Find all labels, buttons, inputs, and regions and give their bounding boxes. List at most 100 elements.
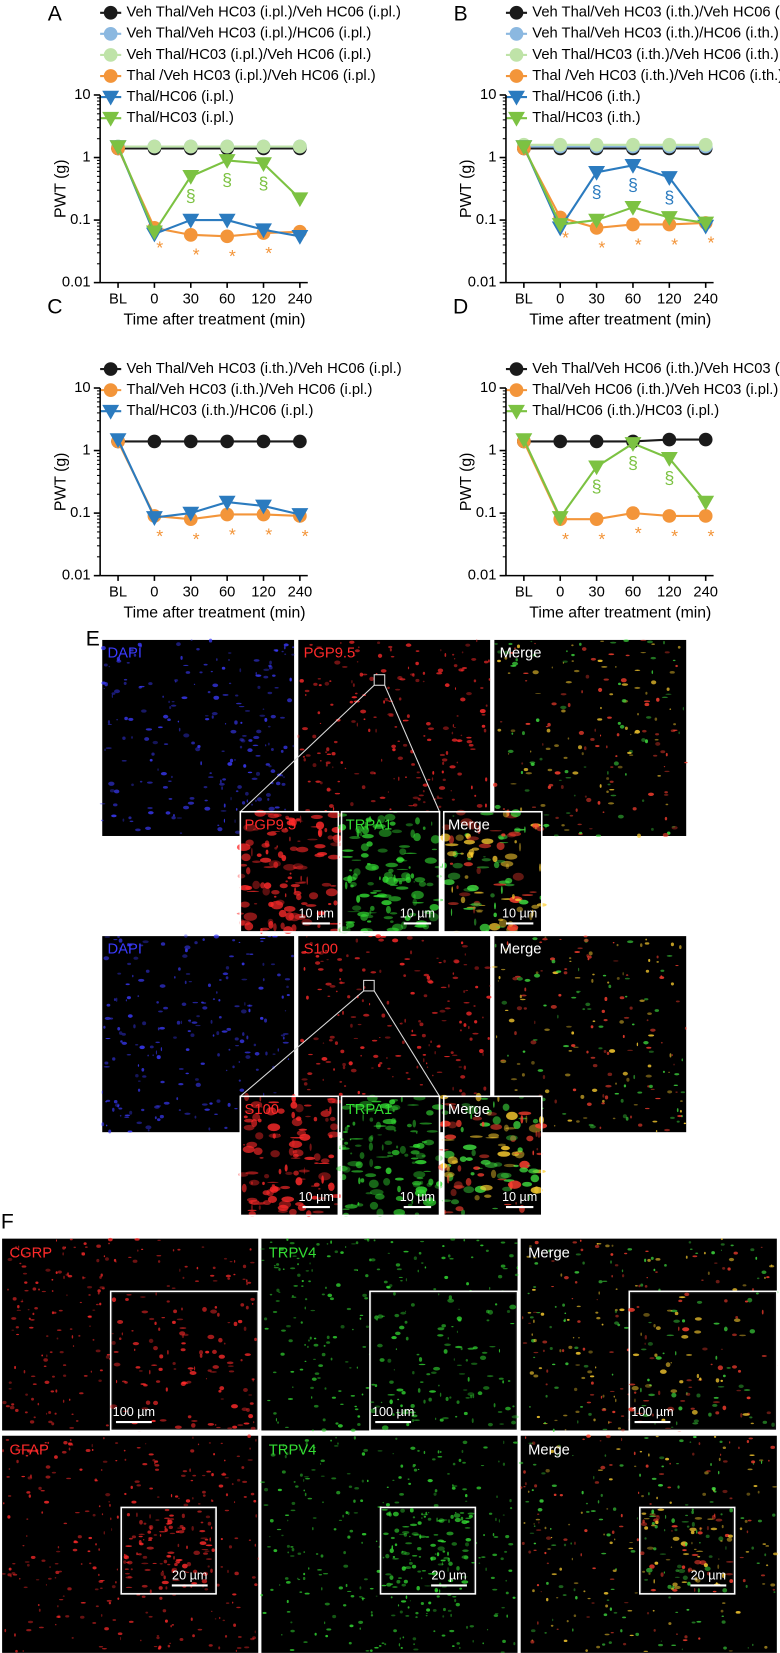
signal-spot <box>21 1265 27 1268</box>
signal-spot <box>332 1336 338 1339</box>
signal-spot <box>140 1248 144 1251</box>
signal-spot <box>185 671 191 674</box>
signal-spot <box>533 973 541 978</box>
signal-spot <box>480 1159 491 1165</box>
signal-spot <box>422 826 426 830</box>
signal-spot <box>370 1135 374 1140</box>
signal-spot <box>651 1413 654 1417</box>
signal-spot <box>575 808 578 812</box>
signal-spot <box>267 691 273 695</box>
signal-spot <box>674 1576 680 1578</box>
signal-spot <box>543 1004 547 1007</box>
signal-spot <box>551 1573 557 1576</box>
signal-spot <box>248 1394 253 1396</box>
signal-spot <box>387 1394 395 1396</box>
signal-spot <box>228 1370 235 1373</box>
signal-spot <box>71 1636 74 1639</box>
signal-spot <box>571 644 574 647</box>
signal-spot <box>446 1531 454 1536</box>
signal-spot <box>140 944 144 947</box>
signal-spot <box>24 1411 28 1414</box>
signal-spot <box>574 1280 578 1284</box>
signal-spot <box>417 1449 420 1452</box>
signal-spot <box>481 858 491 862</box>
signal-spot <box>510 729 516 733</box>
signal-spot <box>717 1470 720 1475</box>
signal-spot <box>645 1464 649 1468</box>
signal-spot <box>446 1175 450 1184</box>
signal-spot <box>578 730 585 735</box>
signal-spot <box>561 709 566 713</box>
signal-spot <box>243 1115 248 1119</box>
signal-spot <box>418 1357 423 1362</box>
data-point <box>698 137 713 152</box>
signal-spot <box>119 947 122 950</box>
signal-spot <box>538 1521 540 1524</box>
signal-spot <box>533 1542 537 1545</box>
signal-spot <box>46 1412 48 1415</box>
signal-spot <box>14 1246 18 1249</box>
signal-spot <box>433 1288 437 1291</box>
signal-spot <box>607 770 609 775</box>
signal-spot <box>647 640 653 644</box>
signal-spot <box>518 1111 532 1116</box>
signal-spot <box>542 1349 545 1353</box>
signal-spot <box>138 1553 142 1556</box>
legend-label: Thal /Veh HC03 (i.th.)/Veh HC06 (i.th.) <box>532 68 780 84</box>
signal-spot <box>501 833 506 837</box>
data-point <box>255 223 272 239</box>
signal-spot <box>452 724 454 728</box>
signal-spot <box>197 744 201 749</box>
signal-spot <box>342 666 348 668</box>
signal-spot <box>644 998 649 1001</box>
signal-spot <box>456 761 459 764</box>
signal-spot <box>101 1287 105 1290</box>
signal-spot <box>738 1446 740 1450</box>
signal-spot <box>602 1394 605 1398</box>
signal-spot <box>205 1544 213 1547</box>
signal-spot <box>58 1309 63 1312</box>
signal-spot <box>421 1033 426 1038</box>
signal-spot <box>412 1119 417 1128</box>
signal-spot <box>227 1427 233 1430</box>
signal-spot <box>244 1118 254 1123</box>
signal-spot <box>29 1420 35 1424</box>
signal-spot <box>143 1522 147 1525</box>
signal-spot <box>673 1319 680 1323</box>
signal-spot <box>255 671 257 676</box>
signal-spot <box>118 1031 123 1035</box>
signal-spot <box>276 1288 280 1293</box>
signal-spot <box>136 1512 138 1518</box>
signal-spot <box>59 1350 64 1354</box>
signal-spot <box>665 1558 671 1561</box>
signal-spot <box>270 900 284 910</box>
signal-spot <box>447 902 459 906</box>
signal-spot <box>192 1569 198 1574</box>
signal-spot <box>383 1177 391 1186</box>
signal-spot <box>239 745 243 749</box>
signal-spot <box>104 1627 109 1631</box>
signal-spot <box>396 1388 404 1392</box>
signal-spot <box>426 1373 431 1376</box>
signal-spot <box>436 797 443 800</box>
signal-spot <box>361 1597 366 1600</box>
signal-spot <box>184 1112 191 1115</box>
signal-spot <box>607 802 615 805</box>
significance-label: * <box>193 529 200 549</box>
signal-spot <box>569 814 574 817</box>
signal-spot <box>84 1510 90 1513</box>
signal-spot <box>177 1248 181 1251</box>
signal-spot <box>131 783 134 787</box>
signal-spot <box>254 1051 260 1056</box>
signal-spot <box>153 1345 158 1351</box>
signal-spot <box>124 1458 127 1461</box>
signal-spot <box>462 1440 468 1445</box>
signal-spot <box>486 1375 494 1378</box>
signal-spot <box>268 806 275 811</box>
signal-spot <box>222 1472 225 1475</box>
signal-spot <box>131 1330 134 1332</box>
signal-spot <box>507 749 514 753</box>
signal-spot <box>666 955 673 957</box>
signal-spot <box>255 1438 257 1442</box>
signal-spot <box>360 709 367 714</box>
